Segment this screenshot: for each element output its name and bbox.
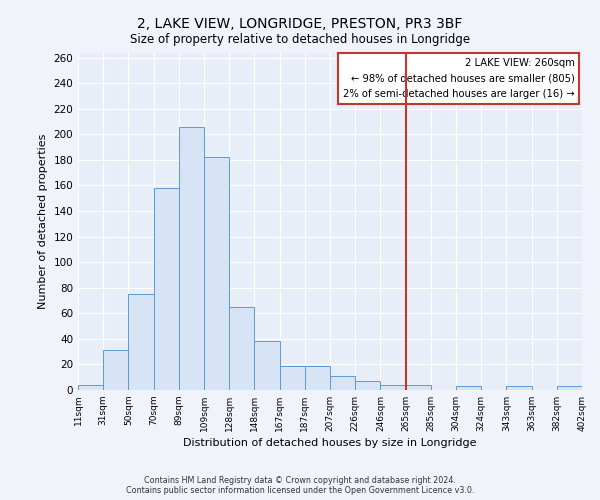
Text: 2 LAKE VIEW: 260sqm
← 98% of detached houses are smaller (805)
2% of semi-detach: 2 LAKE VIEW: 260sqm ← 98% of detached ho…	[343, 58, 574, 99]
Bar	[506, 386, 532, 390]
Bar	[103, 350, 128, 390]
Y-axis label: Number of detached properties: Number of detached properties	[38, 134, 48, 309]
Bar	[456, 386, 481, 390]
Text: 2, LAKE VIEW, LONGRIDGE, PRESTON, PR3 3BF: 2, LAKE VIEW, LONGRIDGE, PRESTON, PR3 3B…	[137, 18, 463, 32]
Bar	[406, 385, 431, 390]
Bar	[330, 376, 355, 390]
Bar	[179, 126, 204, 390]
Bar	[355, 381, 380, 390]
Bar	[78, 385, 103, 390]
Bar	[204, 158, 229, 390]
Bar	[229, 307, 254, 390]
Text: Size of property relative to detached houses in Longridge: Size of property relative to detached ho…	[130, 32, 470, 46]
Bar	[254, 342, 280, 390]
X-axis label: Distribution of detached houses by size in Longridge: Distribution of detached houses by size …	[183, 438, 477, 448]
Bar	[154, 188, 179, 390]
Bar	[557, 386, 582, 390]
Bar	[380, 385, 406, 390]
Bar	[305, 366, 330, 390]
Bar	[128, 294, 154, 390]
Bar	[280, 366, 305, 390]
Text: Contains HM Land Registry data © Crown copyright and database right 2024.
Contai: Contains HM Land Registry data © Crown c…	[126, 476, 474, 495]
